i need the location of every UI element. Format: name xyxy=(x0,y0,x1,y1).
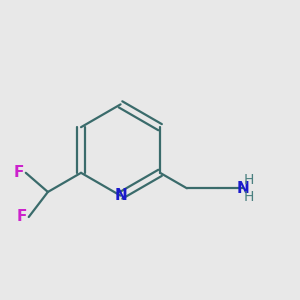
Text: F: F xyxy=(14,165,24,180)
Text: H: H xyxy=(244,173,254,187)
Text: N: N xyxy=(236,181,249,196)
Text: N: N xyxy=(114,188,127,203)
Text: H: H xyxy=(244,190,254,203)
Text: F: F xyxy=(17,209,27,224)
